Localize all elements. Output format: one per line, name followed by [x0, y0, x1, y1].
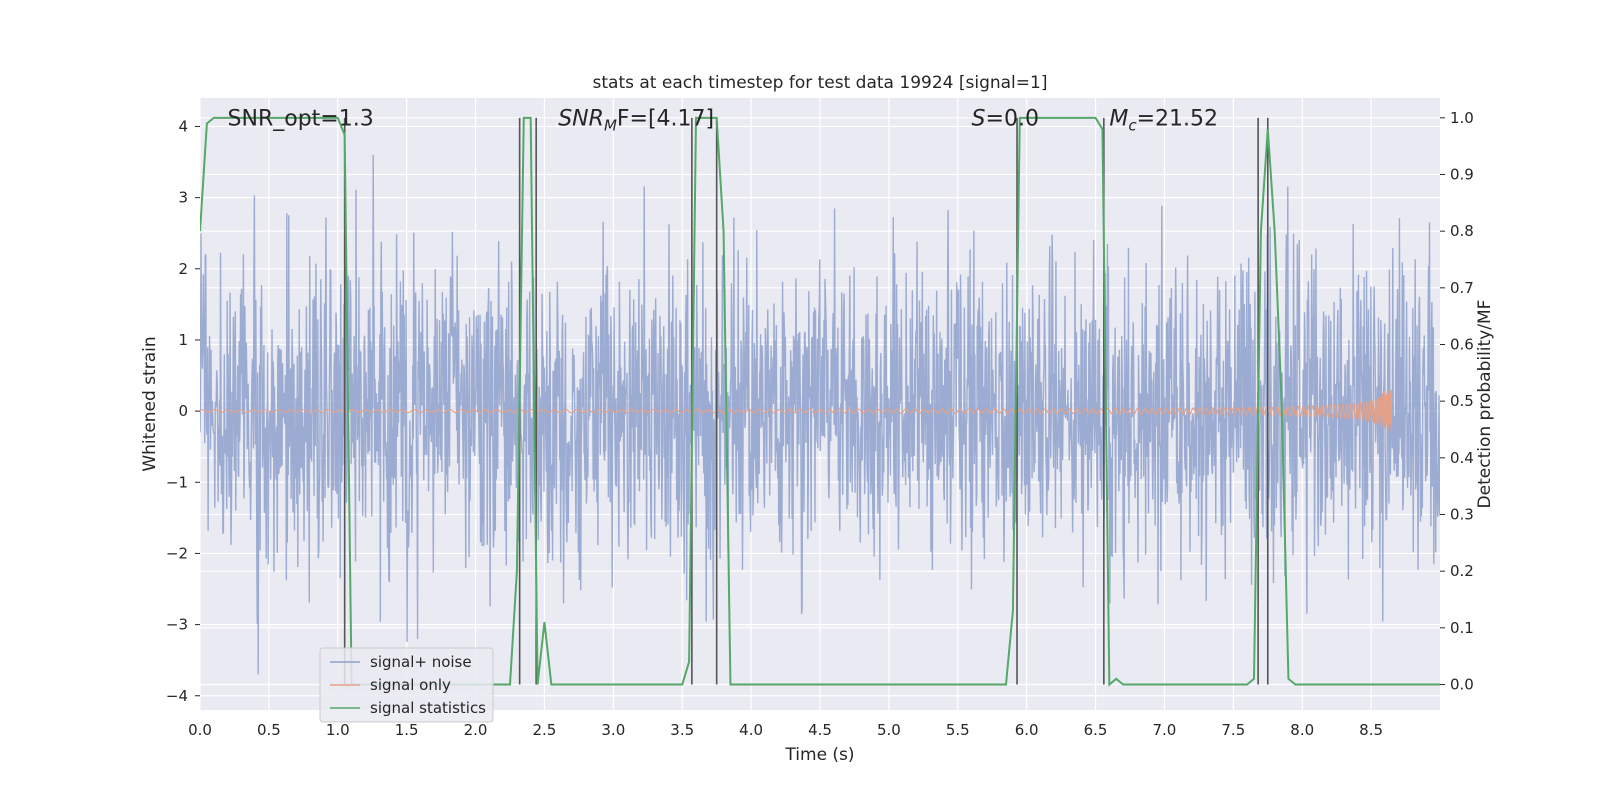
x-tick-label: 3.5: [670, 721, 694, 739]
y2-tick-label: 0.5: [1450, 392, 1474, 410]
x-tick-label: 6.0: [1015, 721, 1039, 739]
x-tick-label: 0.0: [188, 721, 212, 739]
annotation-1: SNRMF=[4.17]: [558, 106, 714, 134]
y-tick-label: 2: [178, 260, 188, 278]
y-tick-label: 4: [178, 117, 188, 135]
x-tick-label: 4.0: [739, 721, 763, 739]
x-axis-label: Time (s): [784, 745, 854, 765]
legend-entry-signal-noise: signal+ noise: [370, 653, 472, 671]
x-tick-label: 2.0: [464, 721, 488, 739]
y2-tick-label: 0.8: [1450, 222, 1474, 240]
x-tick-label: 7.5: [1221, 721, 1245, 739]
y2-tick-label: 0.0: [1450, 676, 1474, 694]
y-axis-label: Whitened strain: [140, 336, 160, 471]
y-tick-label: −1: [166, 473, 188, 491]
legend-entry-signal-only: signal only: [370, 676, 451, 694]
data-layer: [200, 116, 1440, 687]
x-tick-label: 8.0: [1290, 721, 1314, 739]
y2-tick-label: 0.4: [1450, 449, 1474, 467]
y-tick-label: −3: [166, 616, 188, 634]
legend: signal+ noise signal only signal statist…: [319, 647, 494, 723]
annotation-0: SNR_opt=1.3: [228, 106, 374, 131]
legend-box: [319, 647, 494, 723]
y2-tick-label: 0.7: [1450, 279, 1474, 297]
x-tick-label: 7.0: [1153, 721, 1177, 739]
x-tick-label: 2.5: [533, 721, 557, 739]
y2-tick-label: 0.1: [1450, 619, 1474, 637]
y2-axis-label: Detection probability/MF: [1475, 300, 1495, 509]
x-tick-label: 8.5: [1359, 721, 1383, 739]
y-tick-label: 1: [178, 331, 188, 349]
y2-tick-label: 0.9: [1450, 166, 1474, 184]
series-signal-only: [200, 389, 1392, 432]
axes: 0.0 0.5 1.0 1.5 2.0 2.5 3.0 3.5 4.0 4.5 5.0 5.5 6.0 6…: [166, 109, 1474, 739]
x-tick-label: 3.0: [601, 721, 625, 739]
x-tick-label: 1.0: [326, 721, 350, 739]
annotations: SNR_opt=1.3 SNRMF=[4.17] S=0.0 Mc=21.52: [228, 106, 1218, 134]
annotation-2: S=0.0: [972, 106, 1039, 131]
series-signal-noise: [200, 154, 1440, 675]
y2-tick-label: 0.3: [1450, 506, 1474, 524]
y-tick-label: −2: [166, 544, 188, 562]
y-tick-label: 0: [178, 402, 188, 420]
y2-tick-label: 0.6: [1450, 336, 1474, 354]
y2-tick-label: 1.0: [1450, 109, 1474, 127]
y2-tick-label: 0.2: [1450, 562, 1474, 580]
x-tick-label: 0.5: [257, 721, 281, 739]
annotation-3: Mc=21.52: [1109, 106, 1218, 134]
chart-title: stats at each timestep for test data 199…: [593, 73, 1048, 93]
x-tick-label: 4.5: [808, 721, 832, 739]
x-tick-label: 1.5: [395, 721, 419, 739]
y-tick-label: −4: [166, 687, 188, 705]
x-tick-label: 6.5: [1084, 721, 1108, 739]
series-signal-statistics: [200, 116, 1440, 687]
x-tick-label: 5.5: [946, 721, 970, 739]
legend-entry-signal-statistics: signal statistics: [370, 699, 486, 717]
x-tick-label: 5.0: [877, 721, 901, 739]
y-tick-label: 3: [178, 189, 188, 207]
